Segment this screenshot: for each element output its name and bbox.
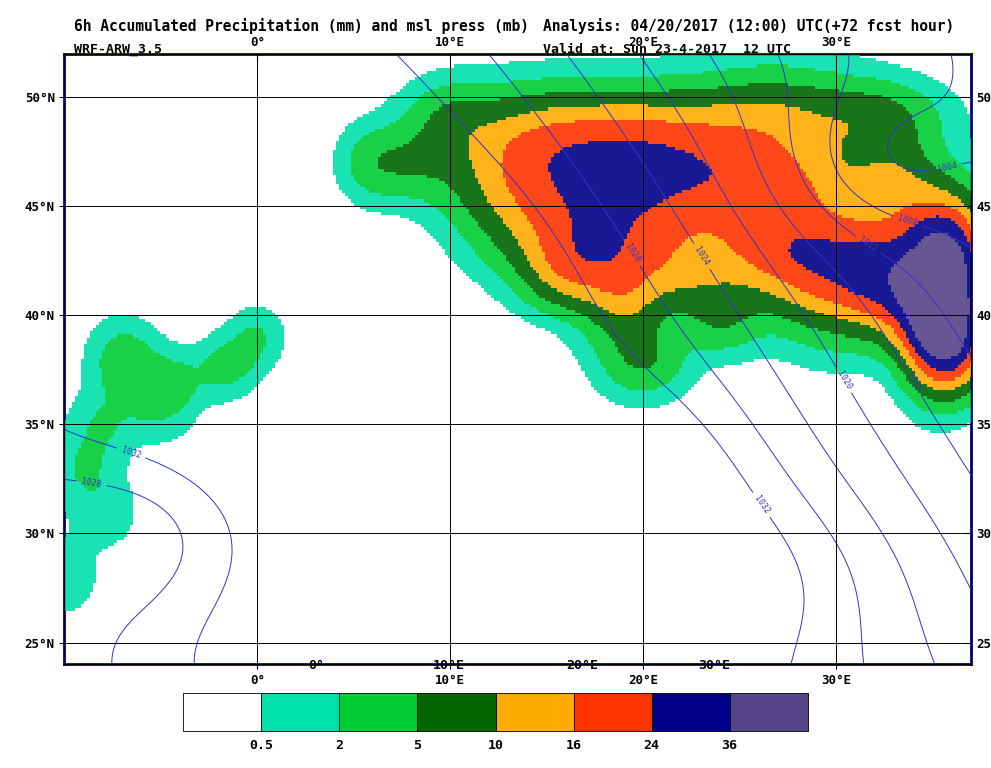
Text: 1024: 1024 [693,246,711,267]
Bar [496,693,574,731]
Text: 20°E: 20°E [566,659,598,671]
Text: Analysis: 04/20/2017 (12:00) UTC(+72 fcst hour): Analysis: 04/20/2017 (12:00) UTC(+72 fcs… [543,18,954,34]
Bar [262,693,339,731]
Text: 1032: 1032 [752,494,771,515]
Text: 1028: 1028 [81,477,102,489]
Bar [339,693,417,731]
Text: 1032: 1032 [120,445,142,460]
Bar [183,693,262,731]
Text: 0.5: 0.5 [250,739,274,752]
Bar [729,693,808,731]
Bar [652,693,729,731]
Text: 1012: 1012 [857,235,879,253]
Bar [417,693,496,731]
Text: 30°E: 30°E [699,659,730,671]
Text: 0°: 0° [308,659,324,671]
Bar [574,693,652,731]
Text: WRF-ARW_3.5: WRF-ARW_3.5 [74,43,163,56]
Text: 1008: 1008 [897,214,919,229]
Text: 2: 2 [335,739,344,752]
Text: 24: 24 [643,739,660,752]
Text: 10: 10 [488,739,503,752]
Text: 16: 16 [566,739,582,752]
Text: Valid at: Sun 23-4-2017  12 UTC: Valid at: Sun 23-4-2017 12 UTC [543,43,791,56]
Text: 1004: 1004 [936,161,957,174]
Text: 36: 36 [721,739,737,752]
Text: 1020: 1020 [834,369,853,391]
Text: 1028: 1028 [623,243,641,264]
Text: 5: 5 [413,739,421,752]
Text: 6h Accumulated Precipitation (mm) and msl press (mb): 6h Accumulated Precipitation (mm) and ms… [74,18,529,34]
Text: 10°E: 10°E [433,659,465,671]
Text: 1016: 1016 [904,371,923,393]
